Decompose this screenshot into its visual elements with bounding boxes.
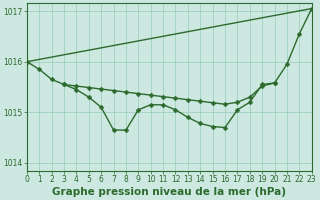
X-axis label: Graphe pression niveau de la mer (hPa): Graphe pression niveau de la mer (hPa) (52, 187, 286, 197)
